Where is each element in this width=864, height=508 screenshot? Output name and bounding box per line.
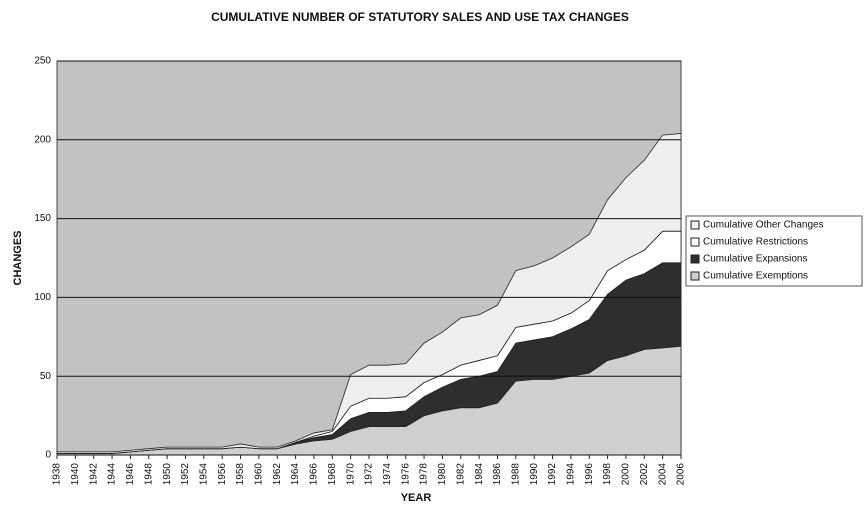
y-tick-label: 100	[34, 292, 51, 303]
y-tick-label: 50	[40, 371, 52, 382]
x-tick-label: 1968	[327, 463, 338, 486]
x-tick-label: 1992	[547, 463, 558, 486]
legend-label: Cumulative Restrictions	[703, 237, 808, 248]
x-tick-label: 2006	[676, 463, 687, 486]
y-tick-label: 200	[34, 134, 51, 145]
legend-label: Cumulative Other Changes	[703, 220, 824, 231]
legend-swatch	[690, 237, 700, 247]
x-tick-label: 1942	[88, 463, 99, 486]
y-tick-label: 250	[34, 56, 51, 67]
x-tick-label: 1960	[254, 463, 265, 486]
x-tick-label: 1944	[107, 463, 118, 486]
x-tick-label: 1986	[492, 463, 503, 486]
x-tick-label: 1946	[125, 463, 136, 486]
x-tick-label: 1978	[419, 463, 430, 486]
y-tick-label: 150	[34, 213, 51, 224]
x-axis-title: YEAR	[401, 492, 432, 504]
x-tick-label: 1996	[584, 463, 595, 486]
x-tick-label: 1998	[602, 463, 613, 486]
x-tick-label: 1994	[566, 463, 577, 486]
x-tick-label: 1988	[510, 463, 521, 486]
chart-title: CUMULATIVE NUMBER OF STATUTORY SALES AND…	[211, 10, 629, 24]
legend-swatch	[690, 254, 700, 264]
x-tick-label: 1954	[198, 463, 209, 486]
x-tick-label: 1958	[235, 463, 246, 486]
legend-box	[685, 215, 863, 287]
x-tick-label: 1962	[272, 463, 283, 486]
legend-swatch	[690, 271, 700, 281]
x-tick-label: 2004	[657, 463, 668, 486]
x-tick-label: 1982	[455, 463, 466, 486]
area	[56, 133, 682, 454]
x-tick-label: 1952	[180, 463, 191, 486]
x-tick-label: 1940	[70, 463, 81, 486]
x-tick-label: 1966	[309, 463, 320, 486]
x-tick-label: 1970	[345, 463, 356, 486]
y-axis-title: CHANGES	[12, 230, 24, 285]
x-tick-label: 1980	[437, 463, 448, 486]
legend-label: Cumulative Expansions	[703, 254, 808, 265]
x-tick-label: 1976	[400, 463, 411, 486]
x-tick-label: 1972	[364, 463, 375, 486]
x-tick-label: 1948	[143, 463, 154, 486]
x-tick-label: 1938	[52, 463, 63, 486]
x-tick-label: 1956	[217, 463, 228, 486]
legend-label: Cumulative Exemptions	[703, 271, 808, 282]
x-tick-label: 1990	[529, 463, 540, 486]
x-tick-label: 2000	[621, 463, 632, 486]
y-tick-label: 0	[45, 450, 51, 461]
x-tick-label: 1974	[382, 463, 393, 486]
x-tick-label: 1950	[162, 463, 173, 486]
x-tick-label: 2002	[639, 463, 650, 486]
x-tick-label: 1984	[474, 463, 485, 486]
legend-swatch	[690, 220, 700, 230]
x-tick-label: 1964	[290, 463, 301, 486]
